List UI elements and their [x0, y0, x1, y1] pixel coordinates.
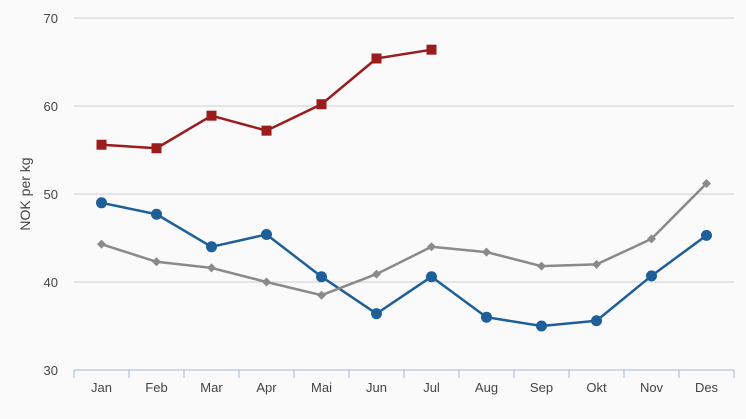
x-axis: Jan Feb Mar Apr Mai Jun Jul Aug Sep Okt Nov Des — [73, 369, 735, 395]
data-point — [316, 99, 327, 110]
data-point — [96, 197, 107, 209]
data-point — [261, 125, 272, 136]
data-point — [261, 228, 272, 240]
x-tick-label: Feb — [145, 380, 167, 395]
x-tick-label: Des — [695, 380, 719, 395]
y-axis-ticks: 30 40 50 60 70 — [44, 11, 58, 378]
x-tick-label: Jul — [423, 380, 440, 395]
data-point — [152, 257, 161, 267]
data-point — [371, 53, 382, 64]
data-point — [151, 143, 162, 154]
x-tick-label: Sep — [530, 380, 553, 395]
y-tick-label: 60 — [44, 99, 58, 114]
x-tick-label: Aug — [475, 380, 498, 395]
data-point — [317, 290, 326, 300]
x-tick-label: Mar — [200, 380, 223, 395]
data-point — [482, 247, 491, 257]
x-tick-label: Jun — [366, 380, 387, 395]
data-point — [206, 241, 217, 253]
data-point — [262, 277, 271, 287]
data-point — [537, 261, 546, 271]
x-tick-label: Okt — [586, 380, 607, 395]
data-point — [592, 259, 601, 269]
y-tick-label: 30 — [44, 363, 58, 378]
x-tick-label: Apr — [256, 380, 277, 395]
data-point — [316, 271, 327, 283]
data-point — [206, 110, 217, 121]
data-point — [96, 139, 107, 150]
series-2 — [96, 197, 712, 332]
data-point — [427, 242, 436, 252]
series-1 — [96, 44, 437, 154]
data-point — [426, 271, 437, 283]
x-tick-label: Nov — [640, 380, 664, 395]
y-tick-label: 50 — [44, 187, 58, 202]
data-point — [426, 44, 437, 55]
data-point — [481, 311, 492, 323]
data-point — [646, 270, 657, 282]
data-point — [372, 269, 381, 279]
gridlines — [74, 17, 734, 283]
x-tick-label: Jan — [91, 380, 112, 395]
data-point — [701, 229, 712, 241]
x-tick-label: Mai — [311, 380, 332, 395]
y-axis-title: NOK per kg — [17, 157, 33, 230]
data-point — [151, 208, 162, 220]
y-tick-label: 40 — [44, 275, 58, 290]
data-point — [207, 263, 216, 273]
data-point — [371, 308, 382, 320]
series-line — [101, 201, 708, 328]
data-point — [702, 178, 711, 188]
data-point — [647, 234, 656, 244]
data-point — [591, 315, 602, 327]
data-point — [536, 320, 547, 332]
series-3 — [97, 178, 711, 300]
y-tick-label: 70 — [44, 11, 58, 26]
series-group — [96, 44, 712, 332]
series-line — [101, 182, 708, 297]
data-point — [97, 239, 106, 249]
